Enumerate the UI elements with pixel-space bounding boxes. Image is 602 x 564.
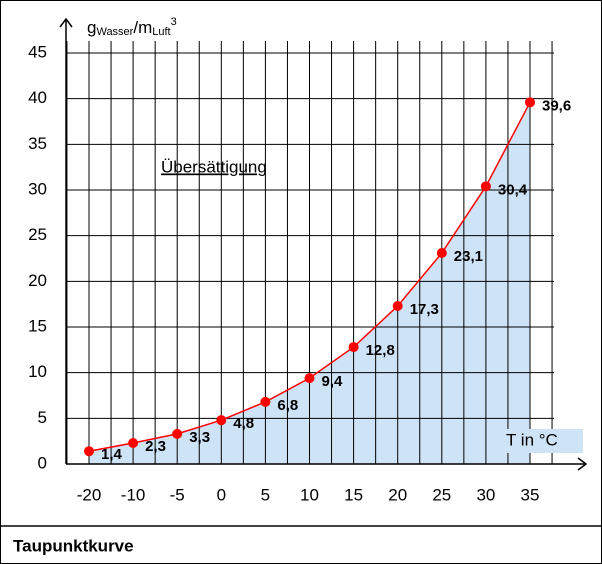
y-tick-label: 10 — [28, 362, 47, 381]
y-label-part: Luft — [152, 26, 170, 38]
x-axis-arrow — [577, 457, 588, 471]
point — [436, 248, 447, 259]
y-tick-label: 15 — [28, 316, 47, 335]
point — [392, 300, 403, 311]
value-label: 39,6 — [542, 97, 571, 114]
value-label: 12,8 — [366, 342, 395, 359]
point — [172, 428, 183, 439]
y-label-part: g — [87, 18, 96, 37]
value-label: 6,8 — [277, 397, 298, 414]
y-axis-arrow — [59, 17, 73, 28]
value-label: 23,1 — [454, 248, 483, 265]
x-tick-label: 30 — [476, 485, 495, 504]
x-tick-label: -10 — [121, 485, 146, 504]
y-tick-label: 0 — [38, 453, 47, 472]
annotation: Übersättigung — [161, 157, 267, 176]
point — [216, 415, 227, 426]
y-tick-label: 40 — [28, 88, 47, 107]
x-tick-label: -5 — [170, 485, 185, 504]
x-label-bg — [501, 429, 583, 453]
point — [128, 437, 139, 448]
y-label-part: 3 — [171, 16, 177, 28]
value-label: 9,4 — [322, 373, 344, 390]
y-tick-label: 30 — [28, 179, 47, 198]
y-tick-label: 35 — [28, 134, 47, 153]
y-axis-label: gWasser/mLuft3 — [87, 16, 177, 38]
point — [348, 342, 359, 353]
y-label-part: /m — [133, 18, 152, 37]
x-tick-label: 15 — [344, 485, 363, 504]
y-tick-label: 5 — [38, 408, 47, 427]
value-label: 3,3 — [189, 429, 210, 446]
value-label: 2,3 — [145, 438, 166, 455]
point — [260, 396, 271, 407]
value-label: 30,4 — [498, 181, 528, 198]
y-label-part: Wasser — [96, 26, 133, 38]
x-tick-label: 20 — [388, 485, 407, 504]
x-tick-label: 0 — [217, 485, 226, 504]
x-tick-label: 10 — [300, 485, 319, 504]
x-tick-label: 35 — [521, 485, 540, 504]
point — [525, 97, 535, 108]
caption: Taupunktkurve — [13, 536, 134, 555]
value-label: 17,3 — [410, 301, 439, 318]
x-tick-label: 5 — [261, 485, 270, 504]
y-tick-label: 20 — [28, 271, 47, 290]
x-tick-label: -20 — [77, 485, 102, 504]
x-tick-label: 25 — [432, 485, 451, 504]
y-tick-label: 45 — [28, 42, 47, 61]
value-label: 1,4 — [101, 446, 123, 463]
point — [480, 181, 491, 192]
point — [84, 446, 94, 457]
point — [304, 373, 315, 384]
y-tick-label: 25 — [28, 225, 47, 244]
value-label: 4,8 — [233, 415, 254, 432]
x-axis-label: T in °C — [506, 430, 558, 449]
